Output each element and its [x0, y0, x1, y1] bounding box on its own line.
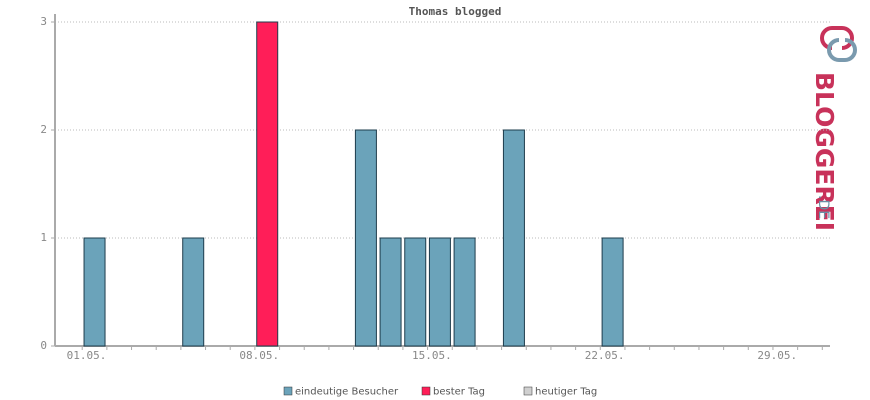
x-tick-label: 22.05. — [585, 349, 625, 362]
chart-title: Thomas blogged — [409, 5, 502, 18]
bar — [404, 237, 427, 347]
logo-icon — [827, 38, 857, 62]
logo-icon — [820, 26, 854, 50]
x-tick-label: 08.05. — [239, 349, 279, 362]
x-tick-label: 29.05. — [757, 349, 797, 362]
bar — [502, 129, 525, 347]
logo: BLOGGEREI .DE — [810, 26, 857, 231]
bar — [379, 237, 402, 347]
bar — [182, 237, 205, 347]
x-tick-label: 15.05. — [412, 349, 452, 362]
logo-name: BLOGGEREI — [810, 72, 839, 231]
logo-suffix: .DE — [815, 195, 831, 219]
bar — [453, 237, 476, 347]
y-tick-label: 2 — [40, 123, 47, 136]
bar — [256, 21, 279, 347]
y-tick-label: 1 — [40, 231, 47, 244]
legend-swatch — [283, 386, 293, 396]
bar — [354, 129, 377, 347]
bar — [601, 237, 624, 347]
bar — [83, 237, 106, 347]
bar — [428, 237, 451, 347]
legend-label: heutiger Tag — [535, 387, 597, 398]
legend-swatch — [523, 386, 533, 396]
y-tick-label: 0 — [40, 339, 47, 352]
legend-swatch — [421, 386, 431, 396]
x-tick-label: 01.05. — [67, 349, 107, 362]
y-tick-label: 3 — [40, 15, 47, 28]
legend-label: bester Tag — [433, 387, 485, 398]
legend-label: eindeutige Besucher — [295, 387, 399, 398]
